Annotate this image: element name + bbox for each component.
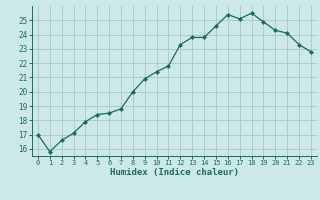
X-axis label: Humidex (Indice chaleur): Humidex (Indice chaleur)	[110, 168, 239, 177]
